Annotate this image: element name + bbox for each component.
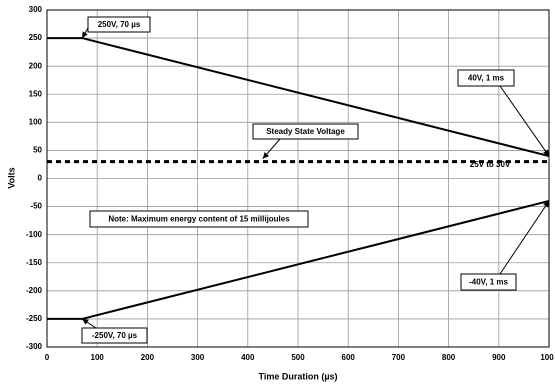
x-tick-label: 200 — [141, 353, 155, 362]
x-tick-label: 500 — [291, 353, 305, 362]
annotation-box — [81, 327, 148, 344]
x-axis-label: Time Duration (µs) — [258, 371, 337, 381]
annotation-arrow — [499, 85, 550, 157]
arrow-head — [262, 152, 270, 159]
annotation: Steady State Voltage — [266, 127, 345, 136]
annotation: 250V, 70 µs — [98, 20, 141, 29]
y-tick-label: 100 — [29, 117, 43, 126]
x-tick-label: 800 — [442, 353, 456, 362]
y-tick-label: -200 — [26, 286, 43, 295]
annotation-box — [457, 69, 515, 87]
y-tick-label: 150 — [29, 89, 43, 98]
annotation: 40V, 1 ms — [468, 74, 505, 83]
y-tick-label: 250 — [29, 33, 43, 42]
x-tick-label: 100 — [91, 353, 105, 362]
annotation-box — [87, 16, 151, 33]
y-tick-label: -250 — [26, 314, 43, 323]
x-tick-label: 900 — [492, 353, 506, 362]
annotation-box — [89, 210, 309, 228]
arrow-head — [82, 318, 89, 325]
arrow-head — [543, 149, 549, 157]
plot-frame — [46, 9, 550, 348]
annotation: Note: Maximum energy content of 15 milli… — [108, 215, 290, 224]
y-tick-label: -50 — [30, 202, 42, 211]
x-tick-label: 300 — [191, 353, 205, 362]
annotation-box — [460, 273, 517, 291]
y-tick-label: -100 — [26, 230, 43, 239]
y-tick-label: -150 — [26, 258, 43, 267]
x-tick-label: 700 — [392, 353, 406, 362]
y-axis-label: Volts — [6, 167, 16, 188]
x-tick-label: 100 — [540, 353, 554, 362]
y-tick-label: 0 — [38, 174, 43, 183]
arrow-head — [82, 31, 88, 39]
y-tick-label: 200 — [29, 61, 43, 70]
arrow-head — [543, 200, 549, 208]
y-tick-label: 50 — [33, 146, 42, 155]
x-tick-label: 600 — [342, 353, 356, 362]
y-tick-label: 300 — [29, 5, 43, 14]
x-tick-label: 400 — [241, 353, 255, 362]
annotation-arrow — [499, 200, 550, 275]
annotation: 25V to 30V — [470, 160, 511, 169]
annotation-box — [252, 123, 359, 140]
annotation: -40V, 1 ms — [469, 278, 508, 287]
x-tick-label: 0 — [45, 353, 50, 362]
y-tick-label: -300 — [26, 342, 43, 351]
annotation: -250V, 70 µs — [92, 331, 138, 340]
